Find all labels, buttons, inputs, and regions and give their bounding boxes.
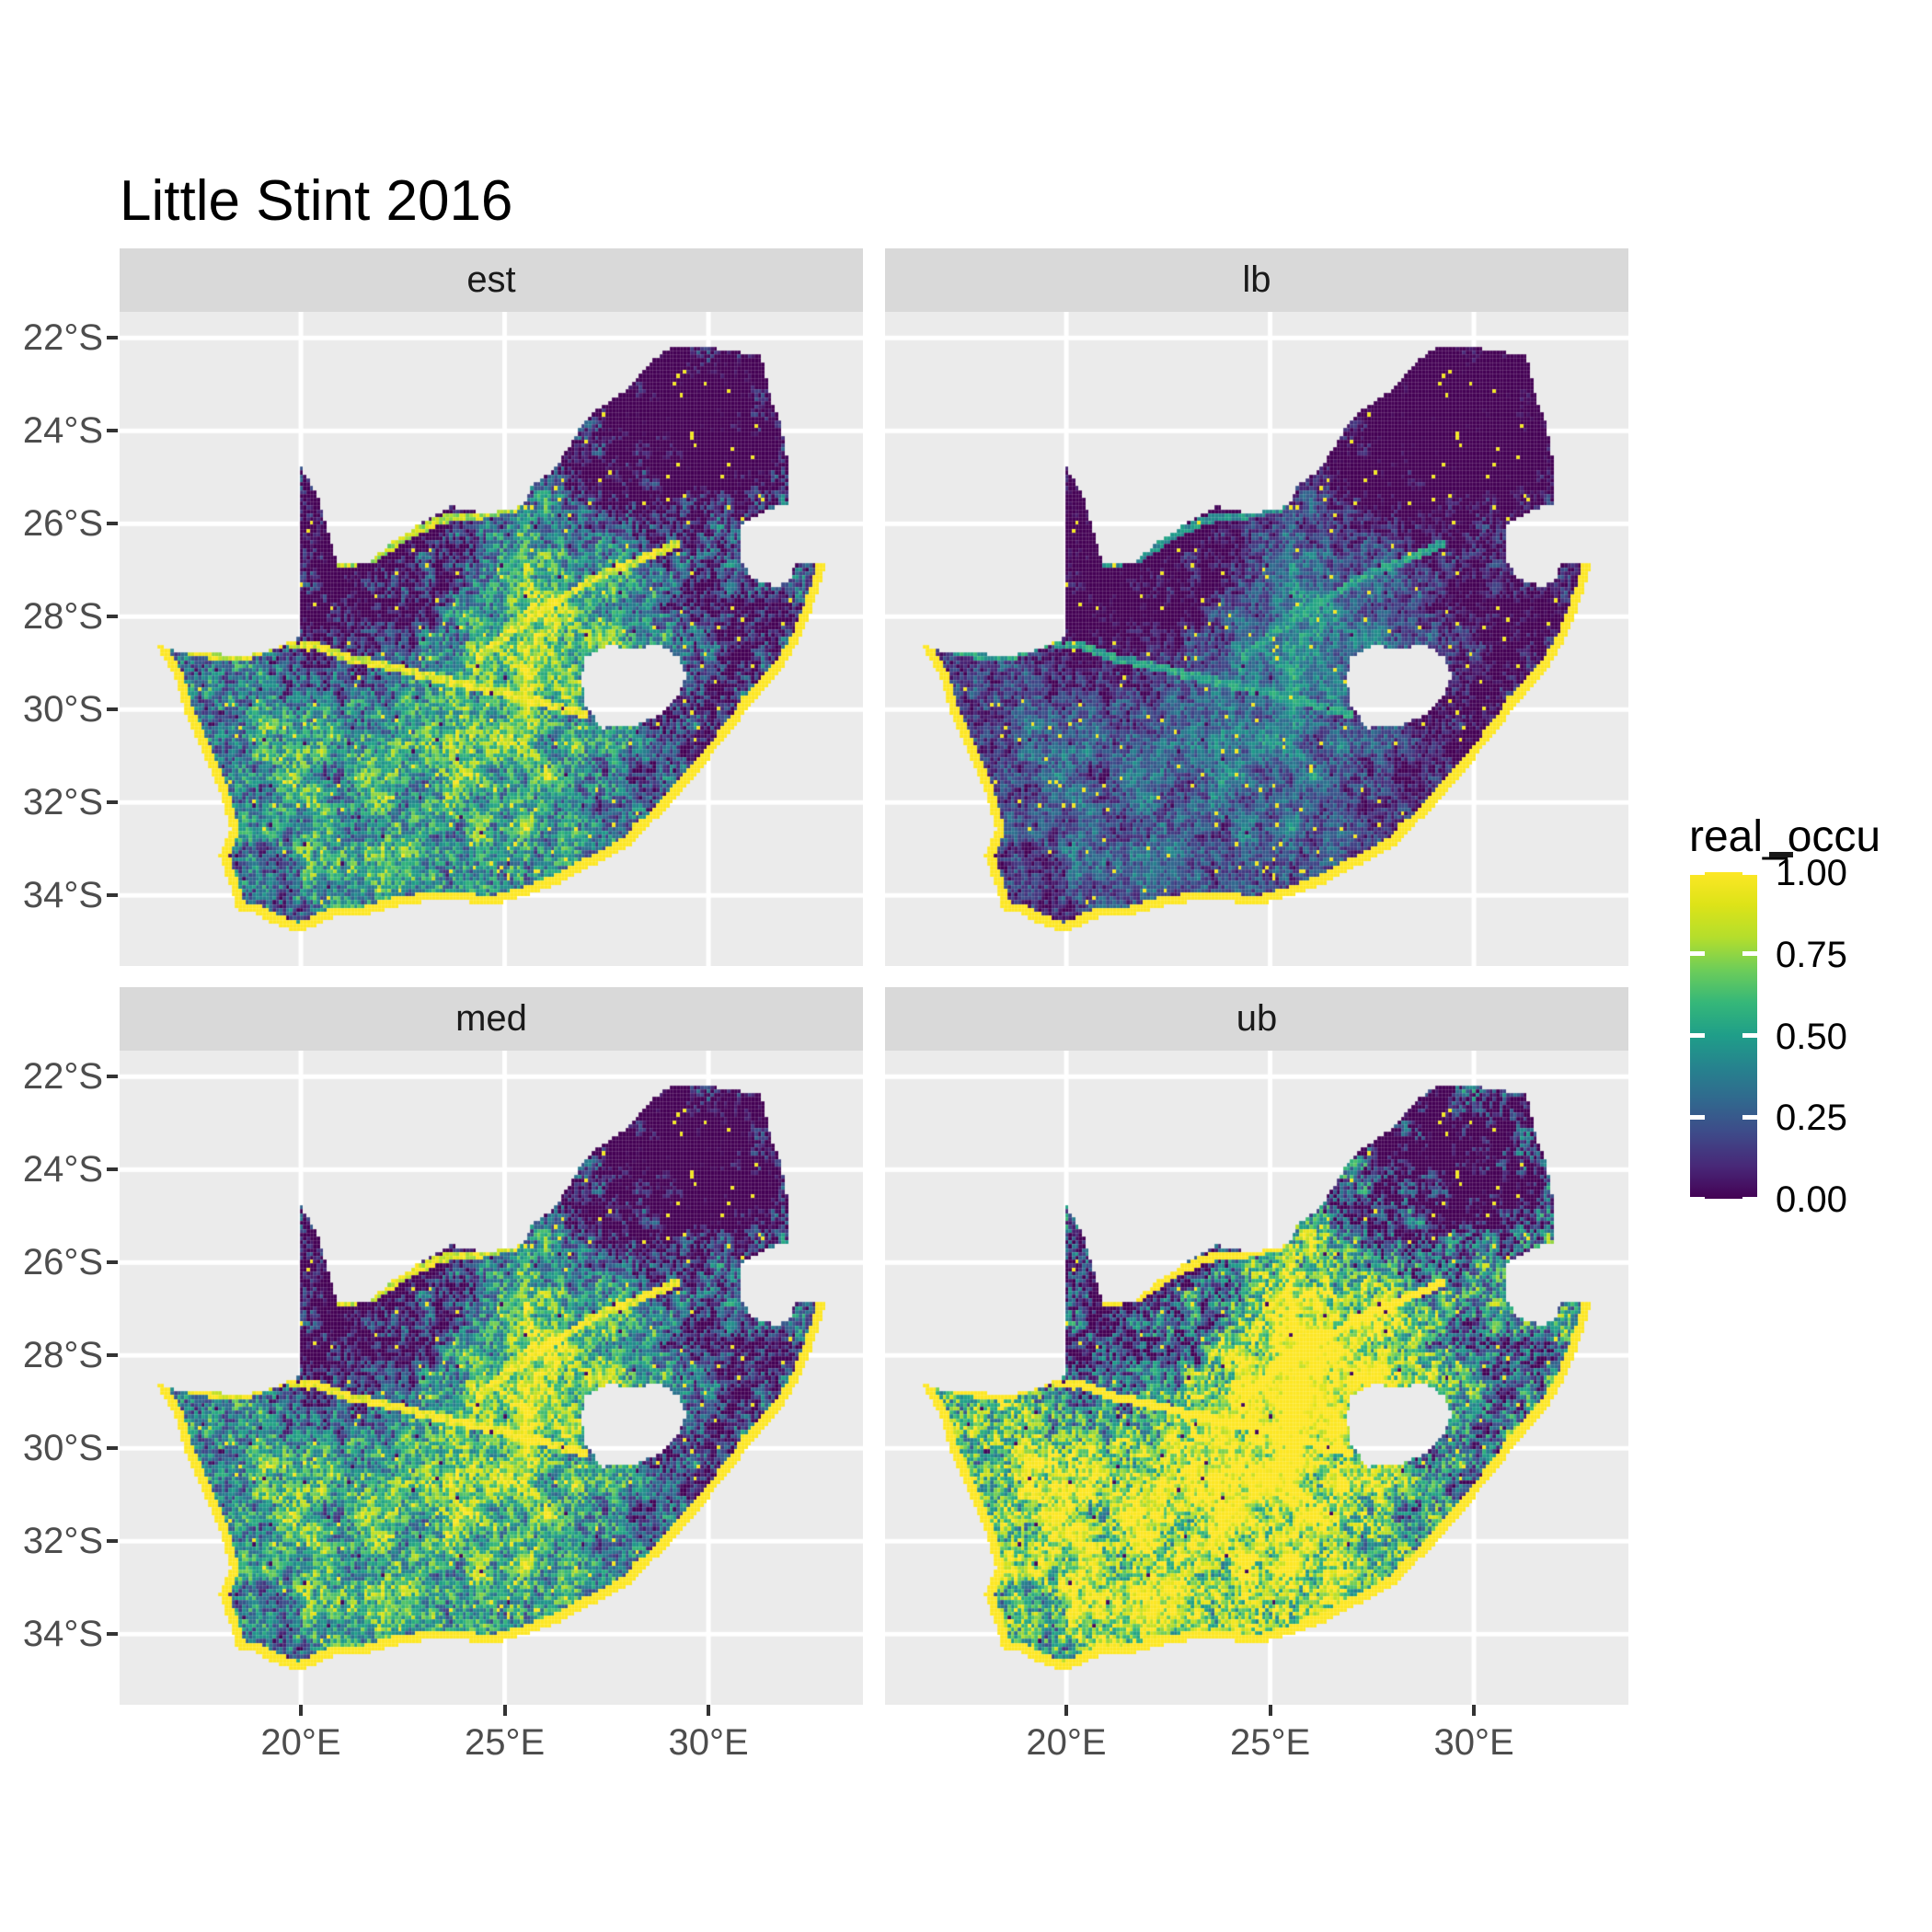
x-axis-tick-label: 30°E — [668, 1722, 749, 1763]
facet-strip-label-ub: ub — [1236, 998, 1278, 1039]
y-axis-tick-label: 26°S — [22, 1242, 103, 1283]
y-axis-tick-label: 28°S — [22, 596, 103, 638]
facet-strip-med: med — [120, 987, 863, 1051]
legend-tick-label: 0.25 — [1776, 1098, 1847, 1139]
y-axis-tick-label: 26°S — [22, 503, 103, 545]
legend-tick-mark-left — [1690, 1114, 1705, 1120]
x-axis-tick-label: 30°E — [1433, 1722, 1514, 1763]
legend-tick-mark-right — [1742, 951, 1757, 957]
y-axis-tick-mark — [107, 1446, 118, 1451]
legend-tick-label: 0.75 — [1776, 934, 1847, 975]
plot-title: Little Stint 2016 — [120, 169, 513, 233]
x-axis-tick-mark — [1268, 1705, 1272, 1716]
facet-strip-ub: ub — [885, 987, 1628, 1051]
legend-tick-mark-left — [1690, 869, 1705, 875]
x-axis-tick-mark — [707, 1705, 711, 1716]
legend-tick-label: 1.00 — [1776, 853, 1847, 893]
y-axis-tick-mark — [107, 429, 118, 433]
legend-tick-mark-left — [1690, 951, 1705, 957]
y-axis-tick-mark — [107, 1075, 118, 1079]
y-axis-tick-mark — [107, 707, 118, 712]
y-axis-tick-label: 24°S — [22, 1149, 103, 1190]
y-axis-tick-mark — [107, 1260, 118, 1265]
legend-tick-mark-left — [1690, 1033, 1705, 1038]
x-axis-tick-mark — [1472, 1705, 1477, 1716]
x-axis-tick-mark — [299, 1705, 304, 1716]
x-axis-tick-label: 25°E — [464, 1722, 546, 1763]
y-axis-tick-mark — [107, 522, 118, 526]
y-axis-tick-label: 22°S — [22, 1056, 103, 1098]
facet-strip-label-lb: lb — [1242, 259, 1271, 300]
legend-tick-mark-right — [1742, 1114, 1757, 1120]
y-axis-tick-mark — [107, 1353, 118, 1358]
map-panel-est — [120, 312, 863, 966]
y-axis-tick-label: 32°S — [22, 1521, 103, 1562]
legend-tick-mark-right — [1742, 869, 1757, 875]
map-panel-ub — [885, 1051, 1628, 1705]
x-axis-tick-label: 20°E — [260, 1722, 341, 1763]
y-axis-tick-label: 32°S — [22, 782, 103, 823]
map-panel-med — [120, 1051, 863, 1705]
legend-tick-label: 0.50 — [1776, 1016, 1847, 1057]
legend-tick-mark-right — [1742, 1196, 1757, 1202]
y-axis-tick-label: 34°S — [22, 875, 103, 916]
legend-tick-mark-right — [1742, 1033, 1757, 1038]
y-axis-tick-mark — [107, 1539, 118, 1544]
legend-tick-mark-left — [1690, 1196, 1705, 1202]
legend-top-tick-mark — [1769, 852, 1793, 857]
y-axis-tick-mark — [107, 1167, 118, 1172]
y-axis-tick-mark — [107, 893, 118, 898]
facet-strip-lb: lb — [885, 248, 1628, 312]
y-axis-tick-mark — [107, 336, 118, 340]
y-axis-tick-mark — [107, 1632, 118, 1637]
y-axis-tick-label: 28°S — [22, 1335, 103, 1376]
facet-strip-label-med: med — [455, 998, 527, 1039]
y-axis-tick-mark — [107, 615, 118, 619]
legend-tick-label: 0.00 — [1776, 1179, 1847, 1220]
y-axis-tick-label: 30°S — [22, 689, 103, 730]
x-axis-tick-label: 25°E — [1229, 1722, 1311, 1763]
facet-strip-est: est — [120, 248, 863, 312]
x-axis-tick-mark — [502, 1705, 507, 1716]
facet-strip-label-est: est — [466, 259, 516, 300]
y-axis-tick-label: 22°S — [22, 317, 103, 359]
y-axis-tick-label: 30°S — [22, 1428, 103, 1469]
y-axis-tick-label: 34°S — [22, 1614, 103, 1655]
map-panel-lb — [885, 312, 1628, 966]
x-axis-tick-label: 20°E — [1026, 1722, 1107, 1763]
y-axis-tick-label: 24°S — [22, 410, 103, 452]
y-axis-tick-mark — [107, 800, 118, 805]
x-axis-tick-mark — [1064, 1705, 1069, 1716]
